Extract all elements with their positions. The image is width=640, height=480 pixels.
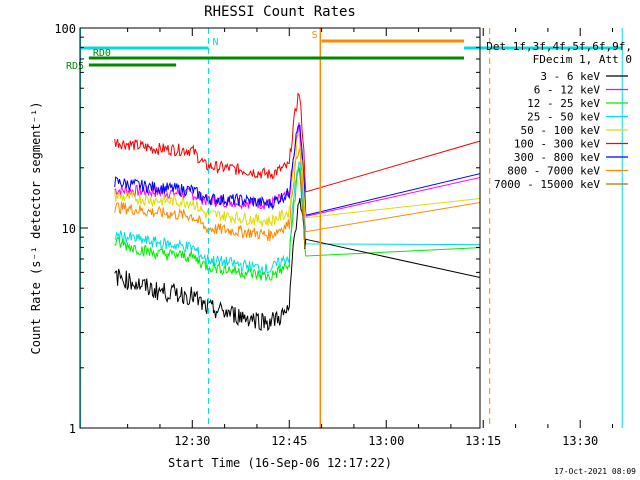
- series-line-2: [114, 167, 480, 282]
- series-line-7: [114, 146, 480, 242]
- series-line-1: [114, 122, 480, 218]
- legend-label-4: 50 - 100 keV: [521, 124, 601, 137]
- annotation-label-4: S: [312, 30, 318, 41]
- annotation-label-0: N: [212, 37, 218, 48]
- series-line-4: [114, 133, 480, 227]
- legend-label-1: 6 - 12 keV: [534, 84, 601, 97]
- legend-label-8: 7000 - 15000 keV: [494, 178, 600, 191]
- x-tick-label: 13:00: [368, 434, 404, 448]
- plot-frame: [79, 27, 481, 429]
- x-tick-label: 12:30: [174, 434, 210, 448]
- legend-header-line-1: Det 1f,3f,4f,5f,6f,9f,: [486, 40, 632, 53]
- annotation-label-3: RD5: [66, 61, 84, 72]
- series-line-0: [114, 198, 480, 332]
- x-tick-label: 12:45: [271, 434, 307, 448]
- x-axis-label: Start Time (16-Sep-06 12:17:22): [168, 456, 392, 470]
- legend-label-2: 12 - 25 keV: [527, 97, 600, 110]
- series-line-6: [114, 124, 480, 216]
- y-tick-label: 1: [69, 422, 76, 436]
- legend-label-5: 100 - 300 keV: [514, 138, 600, 151]
- legend-label-3: 25 - 50 keV: [527, 111, 600, 124]
- legend-label-6: 300 - 800 keV: [514, 151, 600, 164]
- series-line-5: [114, 92, 480, 193]
- y-tick-label: 10: [62, 222, 76, 236]
- legend-label-7: 800 - 7000 keV: [507, 165, 600, 178]
- x-tick-label: 13:30: [562, 434, 598, 448]
- legend-label-0: 3 - 6 keV: [540, 70, 600, 83]
- annotation-label-2: RD0: [93, 48, 111, 59]
- series-line-8: [298, 167, 306, 248]
- x-tick-label: 13:15: [465, 434, 501, 448]
- series-line-3: [114, 160, 480, 276]
- plot-area: N RD0 RD5 S: [66, 28, 623, 428]
- chart-title: RHESSI Count Rates: [204, 4, 356, 20]
- y-tick-label: 100: [54, 22, 76, 36]
- footer-timestamp: 17-Oct-2021 08:09: [554, 467, 636, 476]
- y-axis-label: Count Rate (s⁻¹ detector segment⁻¹): [29, 102, 43, 355]
- legend-header-line-2: FDecim 1, Att 0: [533, 53, 632, 66]
